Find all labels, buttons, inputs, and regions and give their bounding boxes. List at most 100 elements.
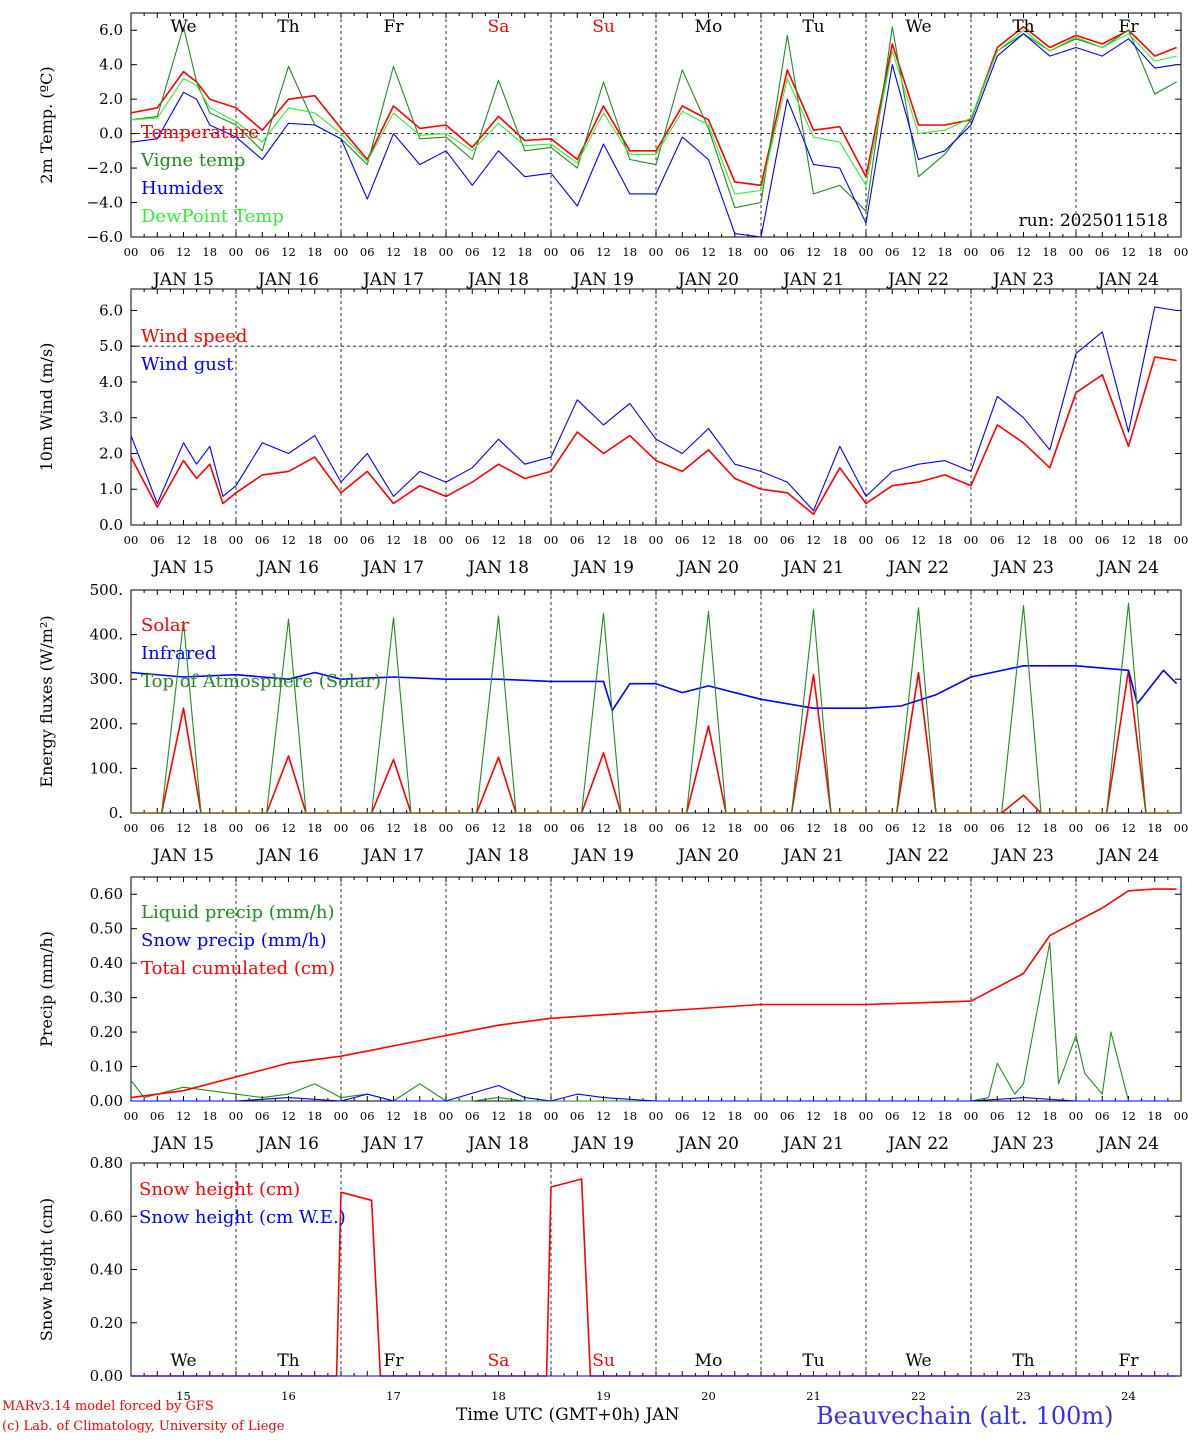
date-label: JAN 18 xyxy=(466,558,529,578)
hour-tick-label: 18 xyxy=(412,821,427,835)
day-name-label: Th xyxy=(1012,17,1034,37)
legend-entry: Wind gust xyxy=(141,354,234,375)
date-label: JAN 15 xyxy=(151,558,214,578)
hour-tick-label: 12 xyxy=(1121,821,1136,835)
y-tick-label: −2.0 xyxy=(87,159,123,177)
hour-tick-label: 18 xyxy=(412,245,427,259)
hour-tick-label: 12 xyxy=(911,245,926,259)
date-label: JAN 21 xyxy=(781,270,844,290)
y-axis-label: Energy fluxes (W/m²) xyxy=(37,615,56,787)
hour-tick-label: 00 xyxy=(544,1109,559,1123)
day-name-label: Tu xyxy=(802,1351,824,1371)
hour-tick-label: 06 xyxy=(150,1109,165,1123)
legend-entry: Solar xyxy=(141,615,190,636)
hour-tick-label: 00 xyxy=(859,1109,874,1123)
hour-tick-label: 00 xyxy=(544,821,559,835)
hour-tick-label: 06 xyxy=(780,245,795,259)
hour-tick-label: 06 xyxy=(255,821,270,835)
hour-tick-label: 00 xyxy=(1069,821,1084,835)
day-number-label: 18 xyxy=(491,1389,506,1403)
hour-tick-label: 12 xyxy=(491,821,506,835)
hour-tick-label: 18 xyxy=(832,245,847,259)
hour-tick-label: 00 xyxy=(334,533,349,547)
hour-tick-label: 00 xyxy=(649,821,664,835)
legend-entry: Liquid precip (mm/h) xyxy=(141,902,335,923)
date-label: JAN 23 xyxy=(991,270,1054,290)
hour-tick-label: 00 xyxy=(229,821,244,835)
hour-tick-label: 18 xyxy=(1147,821,1162,835)
hour-tick-label: 06 xyxy=(465,245,480,259)
series-line-wind-gust xyxy=(130,306,1177,512)
series-line-temperature xyxy=(130,25,1177,187)
date-label: JAN 18 xyxy=(466,1134,529,1154)
hour-tick-label: 12 xyxy=(806,821,821,835)
hour-tick-label: 00 xyxy=(754,821,769,835)
day-name-label: Tu xyxy=(802,17,824,37)
day-number-label: 20 xyxy=(701,1389,716,1403)
hour-tick-label: 00 xyxy=(229,245,244,259)
date-label: JAN 19 xyxy=(571,846,634,866)
date-label: JAN 20 xyxy=(676,270,739,290)
date-label: JAN 17 xyxy=(361,558,424,578)
date-label: JAN 19 xyxy=(571,270,634,290)
hour-tick-label: 00 xyxy=(1174,821,1189,835)
hour-tick-label: 06 xyxy=(780,821,795,835)
day-name-label: Fr xyxy=(384,1351,405,1371)
hour-tick-label: 12 xyxy=(911,533,926,547)
legend-entry: Snow precip (mm/h) xyxy=(141,930,327,951)
y-tick-label: 0.20 xyxy=(90,1023,123,1041)
y-tick-label: 0.10 xyxy=(90,1058,123,1076)
hour-tick-label: 12 xyxy=(386,245,401,259)
y-tick-label: 4.0 xyxy=(99,56,123,74)
hour-tick-label: 06 xyxy=(1095,245,1110,259)
hour-tick-label: 12 xyxy=(596,245,611,259)
legend-entry: Vigne temp xyxy=(140,150,245,171)
hour-tick-label: 00 xyxy=(544,245,559,259)
date-label: JAN 23 xyxy=(991,558,1054,578)
run-annotation: run: 2025011518 xyxy=(1019,211,1168,231)
hour-tick-label: 18 xyxy=(1147,1109,1162,1123)
hour-tick-label: 06 xyxy=(675,1109,690,1123)
hour-tick-label: 18 xyxy=(727,821,742,835)
hour-tick-label: 12 xyxy=(176,533,191,547)
hour-tick-label: 06 xyxy=(570,245,585,259)
hour-tick-label: 18 xyxy=(1042,245,1057,259)
hour-tick-label: 00 xyxy=(754,245,769,259)
day-name-label: Mo xyxy=(695,17,723,37)
date-label: JAN 22 xyxy=(886,558,949,578)
hour-tick-label: 06 xyxy=(1095,533,1110,547)
hour-tick-label: 00 xyxy=(334,245,349,259)
hour-tick-label: 18 xyxy=(307,533,322,547)
hour-tick-label: 12 xyxy=(1121,1109,1136,1123)
hour-tick-label: 12 xyxy=(491,245,506,259)
hour-tick-label: 06 xyxy=(360,821,375,835)
hour-tick-label: 06 xyxy=(990,533,1005,547)
date-label: JAN 18 xyxy=(466,270,529,290)
day-name-label: We xyxy=(170,17,196,37)
hour-tick-label: 12 xyxy=(911,1109,926,1123)
hour-tick-label: 06 xyxy=(255,245,270,259)
hour-tick-label: 18 xyxy=(727,533,742,547)
y-tick-label: 0.0 xyxy=(99,516,123,534)
hour-tick-label: 12 xyxy=(281,821,296,835)
hour-tick-label: 18 xyxy=(937,245,952,259)
hour-tick-label: 12 xyxy=(806,245,821,259)
y-axis-label: Precip (mm/h) xyxy=(37,931,56,1047)
hour-tick-label: 12 xyxy=(281,245,296,259)
y-tick-label: 0.80 xyxy=(90,1154,123,1172)
hour-tick-label: 12 xyxy=(701,245,716,259)
hour-tick-label: 18 xyxy=(202,245,217,259)
hour-tick-label: 18 xyxy=(622,821,637,835)
hour-tick-label: 12 xyxy=(176,821,191,835)
hour-tick-label: 00 xyxy=(649,245,664,259)
hour-tick-label: 00 xyxy=(439,245,454,259)
day-number-label: 22 xyxy=(911,1389,926,1403)
day-name-label: Sa xyxy=(488,1351,510,1371)
y-tick-label: 0.00 xyxy=(90,1367,123,1385)
hour-tick-label: 00 xyxy=(1069,245,1084,259)
legend-entry: Snow height (cm W.E.) xyxy=(139,1207,346,1228)
hour-tick-label: 18 xyxy=(307,245,322,259)
hour-tick-label: 18 xyxy=(622,245,637,259)
hour-tick-label: 12 xyxy=(1016,821,1031,835)
hour-tick-label: 00 xyxy=(964,1109,979,1123)
